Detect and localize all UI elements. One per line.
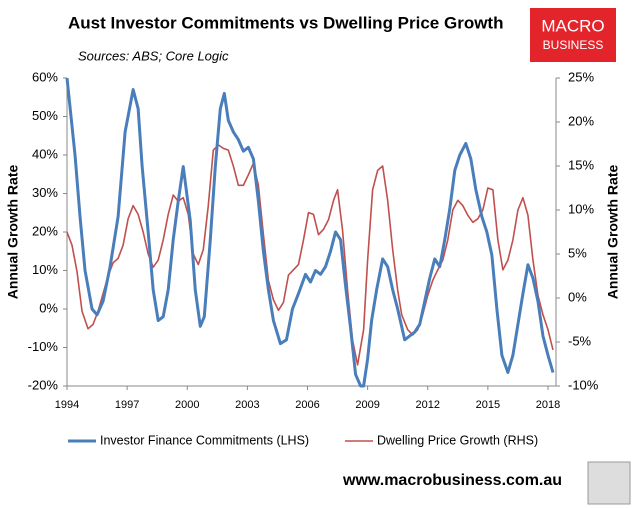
y-tick-label: 10% (32, 262, 58, 277)
footer-url: www.macrobusiness.com.au (342, 472, 562, 489)
y2-tick-label: -5% (568, 333, 592, 348)
x-tick-label: 2009 (355, 399, 379, 411)
x-tick-label: 1997 (115, 399, 139, 411)
x-tick-label: 2003 (235, 399, 259, 411)
x-tick-label: 2018 (536, 399, 560, 411)
legend-label: Dwelling Price Growth (RHS) (377, 433, 538, 447)
y-tick-label: 20% (32, 223, 58, 238)
y2-tick-label: 20% (568, 113, 594, 128)
logo-box (530, 8, 616, 62)
y2-tick-label: 5% (568, 245, 587, 260)
y-tick-label: -10% (28, 339, 59, 354)
x-tick-label: 2000 (175, 399, 199, 411)
y2-tick-label: 0% (568, 289, 587, 304)
series-line (65, 77, 555, 388)
y-tick-label: 50% (32, 108, 58, 123)
y-tick-label: 60% (32, 69, 58, 84)
x-tick-label: 2012 (415, 399, 439, 411)
y2-tick-label: 25% (568, 69, 594, 84)
legend-label: Investor Finance Commitments (LHS) (100, 433, 309, 447)
x-tick-label: 2006 (295, 399, 319, 411)
series-line (66, 144, 554, 366)
y-tick-label: 30% (32, 185, 58, 200)
y2-tick-label: 10% (568, 201, 594, 216)
y-tick-label: 0% (39, 300, 58, 315)
y-tick-label: 40% (32, 146, 58, 161)
x-tick-label: 2015 (476, 399, 500, 411)
y-tick-label: -20% (28, 377, 59, 392)
y2-tick-label: -10% (568, 377, 599, 392)
logo-text: BUSINESS (543, 38, 604, 52)
logo-text: MACRO (541, 16, 604, 35)
y-axis-label: Annual Growth Rate (5, 165, 21, 300)
x-tick-label: 1994 (55, 399, 79, 411)
wolf-icon (587, 461, 631, 505)
chart-title: Aust Investor Commitments vs Dwelling Pr… (68, 13, 503, 32)
y2-axis-label: Annual Growth Rate (605, 165, 621, 300)
y2-tick-label: 15% (568, 157, 594, 172)
chart-subtitle: Sources: ABS; Core Logic (78, 48, 229, 63)
